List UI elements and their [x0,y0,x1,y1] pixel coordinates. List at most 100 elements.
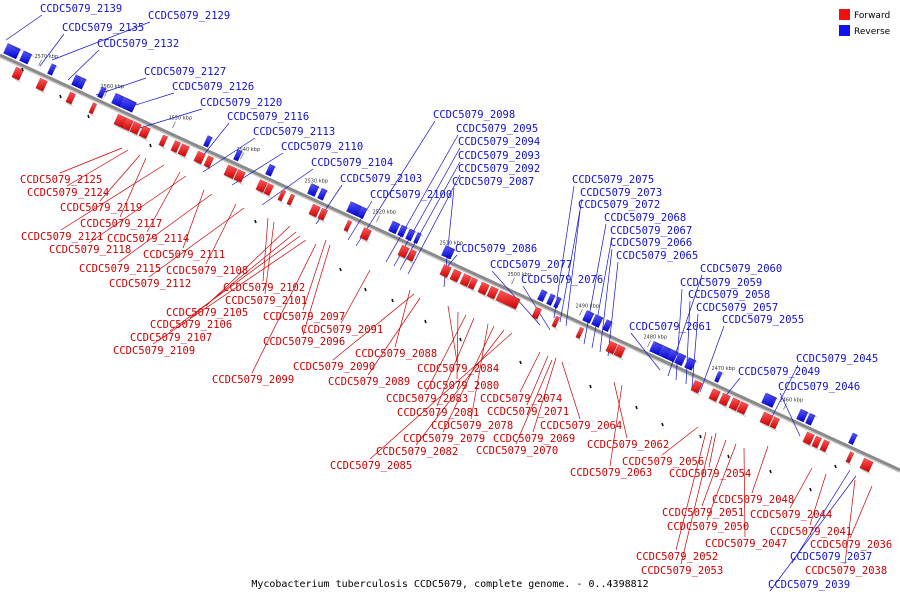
forward-gene-label[interactable]: CCDC5079_2074 [480,393,562,405]
forward-gene-label[interactable]: CCDC5079_2036 [810,539,892,551]
reverse-gene-label[interactable]: CCDC5079_2120 [200,97,282,109]
forward-gene-label[interactable]: CCDC5079_2080 [417,380,499,392]
forward-gene-label[interactable]: CCDC5079_2117 [80,218,162,230]
reverse-gene-label[interactable]: CCDC5079_2104 [311,157,393,169]
reverse-gene-label[interactable]: CCDC5079_2113 [253,126,335,138]
forward-label-connector [751,445,769,494]
forward-gene [233,168,246,183]
forward-gene-label[interactable]: CCDC5079_2062 [587,439,669,451]
reverse-gene-label[interactable]: CCDC5079_2132 [97,38,179,50]
forward-gene-label[interactable]: CCDC5079_2112 [109,278,191,290]
reverse-gene-label[interactable]: CCDC5079_2135 [62,22,144,34]
reverse-gene-label[interactable]: CCDC5079_2139 [40,3,122,15]
reverse-gene-label[interactable]: CCDC5079_2129 [148,10,230,22]
forward-gene-label[interactable]: CCDC5079_2063 [570,467,652,479]
reverse-gene-label[interactable]: CCDC5079_2046 [778,381,860,393]
forward-gene-label[interactable]: CCDC5079_2091 [301,324,383,336]
forward-gene-label[interactable]: CCDC5079_2101 [225,295,307,307]
forward-gene [343,219,353,233]
forward-gene-label[interactable]: CCDC5079_2048 [712,494,794,506]
forward-gene-label[interactable]: CCDC5079_2102 [223,282,305,294]
forward-gene-label[interactable]: CCDC5079_2044 [750,509,832,521]
reverse-gene-label[interactable]: CCDC5079_2073 [580,187,662,199]
forward-gene-label[interactable]: CCDC5079_2070 [476,445,558,457]
forward-gene-label[interactable]: CCDC5079_2069 [493,433,575,445]
reverse-gene-label[interactable]: CCDC5079_2116 [227,111,309,123]
forward-gene-label[interactable]: CCDC5079_2097 [263,311,345,323]
forward-gene-label[interactable]: CCDC5079_2056 [622,456,704,468]
forward-gene-label[interactable]: CCDC5079_2096 [263,336,345,348]
forward-gene-label[interactable]: CCDC5079_2038 [805,565,887,577]
reverse-gene-label[interactable]: CCDC5079_2126 [172,81,254,93]
reverse-gene-label[interactable]: CCDC5079_2110 [281,141,363,153]
forward-gene-label[interactable]: CCDC5079_2121 [21,231,103,243]
forward-gene-label[interactable]: CCDC5079_2125 [20,174,102,186]
reverse-gene-label[interactable]: CCDC5079_2087 [452,176,534,188]
reverse-gene-label[interactable]: CCDC5079_2061 [629,321,711,333]
forward-gene-label[interactable]: CCDC5079_2041 [770,526,852,538]
forward-gene-label[interactable]: CCDC5079_2071 [487,406,569,418]
forward-gene-label[interactable]: CCDC5079_2088 [355,348,437,360]
reverse-gene-label[interactable]: CCDC5079_2037 [790,551,872,563]
reverse-gene-label[interactable]: CCDC5079_2065 [616,250,698,262]
reverse-gene-label[interactable]: CCDC5079_2058 [688,289,770,301]
forward-gene-label[interactable]: CCDC5079_2081 [397,407,479,419]
reverse-gene-label[interactable]: CCDC5079_2049 [738,366,820,378]
scale-tick-label: 2560 kbp [100,84,124,90]
scale-tick [647,340,651,348]
reverse-gene-label[interactable]: CCDC5079_2093 [458,150,540,162]
forward-gene-label[interactable]: CCDC5079_2099 [212,374,294,386]
reverse-gene [665,348,679,363]
forward-gene-label[interactable]: CCDC5079_2119 [60,202,142,214]
reverse-gene-label[interactable]: CCDC5079_2055 [722,314,804,326]
forward-gene-label[interactable]: CCDC5079_2084 [417,363,499,375]
forward-gene-label[interactable]: CCDC5079_2054 [669,468,751,480]
forward-gene-label[interactable]: CCDC5079_2064 [540,420,622,432]
reverse-gene-label[interactable]: CCDC5079_2092 [458,163,540,175]
forward-gene-label[interactable]: CCDC5079_2107 [130,332,212,344]
forward-gene-label[interactable]: CCDC5079_2090 [293,361,375,373]
reverse-gene-label[interactable]: CCDC5079_2059 [680,277,762,289]
reverse-gene-label[interactable]: CCDC5079_2077 [490,259,572,271]
forward-gene-label[interactable]: CCDC5079_2052 [636,551,718,563]
forward-gene-label[interactable]: CCDC5079_2079 [403,433,485,445]
forward-gene-label[interactable]: CCDC5079_2089 [328,376,410,388]
reverse-gene-label[interactable]: CCDC5079_2103 [340,173,422,185]
forward-gene-label[interactable]: CCDC5079_2108 [166,265,248,277]
reverse-gene-label[interactable]: CCDC5079_2075 [572,174,654,186]
reverse-gene-label[interactable]: CCDC5079_2098 [433,109,515,121]
forward-label-connector [526,355,549,406]
reverse-gene-label[interactable]: CCDC5079_2127 [144,66,226,78]
forward-gene-label[interactable]: CCDC5079_2115 [79,263,161,275]
forward-label-connector [302,239,327,311]
forward-gene-label[interactable]: CCDC5079_2053 [641,565,723,577]
forward-gene-label[interactable]: CCDC5079_2050 [667,521,749,533]
forward-gene-label[interactable]: CCDC5079_2118 [49,244,131,256]
reverse-gene-label[interactable]: CCDC5079_2095 [456,123,538,135]
reverse-gene-label[interactable]: CCDC5079_2094 [458,136,540,148]
forward-gene-label[interactable]: CCDC5079_2124 [27,187,109,199]
reverse-gene-label[interactable]: CCDC5079_2076 [521,274,603,286]
reverse-gene-label[interactable]: CCDC5079_2068 [604,212,686,224]
forward-gene-label[interactable]: CCDC5079_2106 [150,319,232,331]
forward-gene-label[interactable]: CCDC5079_2082 [376,446,458,458]
reverse-gene-label[interactable]: CCDC5079_2100 [370,189,452,201]
forward-gene-label[interactable]: CCDC5079_2085 [330,460,412,472]
reverse-gene-label[interactable]: CCDC5079_2057 [696,302,778,314]
reverse-gene-label[interactable]: CCDC5079_2072 [578,199,660,211]
reverse-gene-label[interactable]: CCDC5079_2039 [768,579,850,591]
reverse-gene-label[interactable]: CCDC5079_2060 [700,263,782,275]
forward-gene-label[interactable]: CCDC5079_2105 [166,307,248,319]
forward-gene-label[interactable]: CCDC5079_2047 [705,538,787,550]
forward-gene-label[interactable]: CCDC5079_2109 [113,345,195,357]
reverse-gene-label[interactable]: CCDC5079_2045 [796,353,878,365]
forward-gene-label[interactable]: CCDC5079_2114 [107,233,189,245]
scale-tick-label: 2530 kbp [304,178,328,184]
reverse-gene-label[interactable]: CCDC5079_2086 [455,243,537,255]
reverse-gene-label[interactable]: CCDC5079_2067 [610,225,692,237]
forward-gene-label[interactable]: CCDC5079_2083 [386,393,468,405]
forward-gene-label[interactable]: CCDC5079_2111 [143,249,225,261]
forward-gene-label[interactable]: CCDC5079_2078 [431,420,513,432]
forward-gene-label[interactable]: CCDC5079_2051 [662,507,744,519]
reverse-gene-label[interactable]: CCDC5079_2066 [610,237,692,249]
